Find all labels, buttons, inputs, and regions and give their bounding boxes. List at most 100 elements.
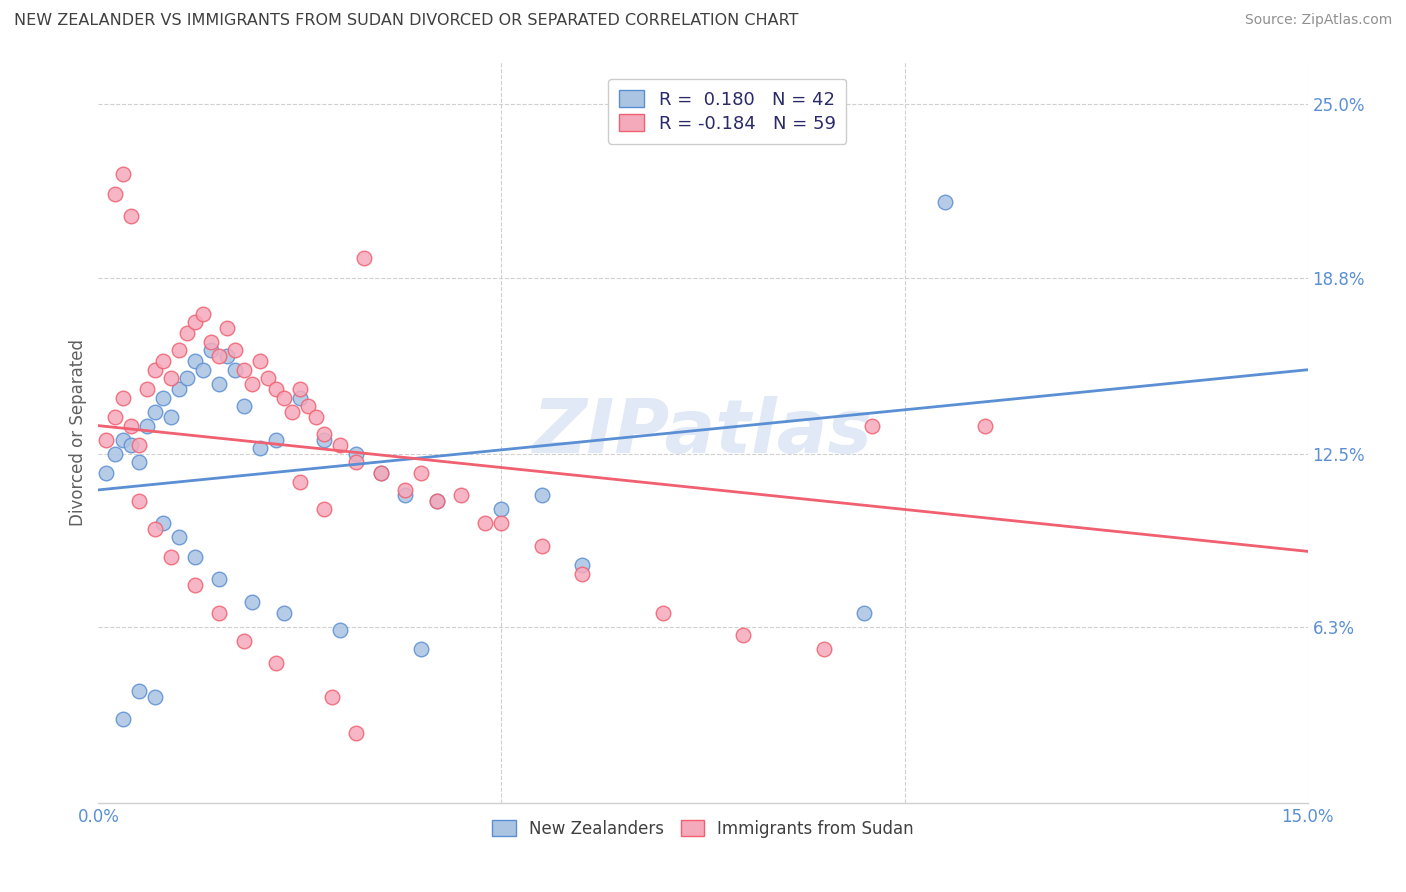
Point [305, 410, 328, 425]
Point [426, 494, 449, 508]
Point [193, 363, 215, 377]
Point [450, 488, 472, 502]
Point [120, 209, 142, 223]
Point [314, 502, 336, 516]
Point [353, 251, 375, 265]
Point [224, 363, 246, 377]
Y-axis label: Divorced or Separated: Divorced or Separated [69, 339, 87, 526]
Point [409, 466, 432, 480]
Point [733, 628, 755, 642]
Point [344, 455, 367, 469]
Point [167, 343, 190, 358]
Point [249, 354, 271, 368]
Point [184, 354, 207, 368]
Text: ZIPatlas: ZIPatlas [533, 396, 873, 469]
Text: Source: ZipAtlas.com: Source: ZipAtlas.com [1244, 13, 1392, 28]
Point [128, 684, 150, 698]
Point [240, 594, 263, 608]
Point [160, 549, 183, 564]
Point [370, 466, 392, 480]
Point [426, 494, 449, 508]
Point [281, 405, 304, 419]
Point [120, 438, 142, 452]
Point [103, 410, 125, 425]
Point [111, 167, 134, 181]
Point [273, 391, 295, 405]
Point [184, 315, 207, 329]
Point [128, 494, 150, 508]
Point [491, 502, 513, 516]
Point [143, 522, 166, 536]
Point [184, 549, 207, 564]
Point [208, 376, 231, 391]
Point [853, 606, 876, 620]
Point [200, 343, 222, 358]
Point [370, 466, 392, 480]
Point [152, 516, 174, 531]
Point [176, 371, 198, 385]
Point [409, 642, 432, 657]
Point [111, 433, 134, 447]
Point [860, 418, 883, 433]
Point [264, 433, 287, 447]
Point [813, 642, 835, 657]
Point [135, 418, 157, 433]
Point [208, 572, 231, 586]
Point [651, 606, 673, 620]
Point [103, 186, 125, 201]
Point [474, 516, 496, 531]
Point [273, 606, 295, 620]
Point [344, 726, 367, 740]
Point [160, 371, 183, 385]
Point [394, 488, 416, 502]
Point [491, 516, 513, 531]
Point [167, 530, 190, 544]
Point [200, 334, 222, 349]
Point [120, 418, 142, 433]
Point [128, 455, 150, 469]
Point [224, 343, 246, 358]
Legend: New Zealanders, Immigrants from Sudan: New Zealanders, Immigrants from Sudan [484, 812, 922, 847]
Point [143, 690, 166, 704]
Point [217, 321, 239, 335]
Point [96, 433, 118, 447]
Text: NEW ZEALANDER VS IMMIGRANTS FROM SUDAN DIVORCED OR SEPARATED CORRELATION CHART: NEW ZEALANDER VS IMMIGRANTS FROM SUDAN D… [14, 13, 799, 29]
Point [111, 391, 134, 405]
Point [135, 382, 157, 396]
Point [264, 656, 287, 670]
Point [329, 438, 352, 452]
Point [264, 382, 287, 396]
Point [208, 606, 231, 620]
Point [530, 539, 553, 553]
Point [934, 195, 956, 210]
Point [530, 488, 553, 502]
Point [217, 349, 239, 363]
Point [249, 441, 271, 455]
Point [288, 382, 311, 396]
Point [176, 326, 198, 341]
Point [297, 399, 319, 413]
Point [232, 399, 254, 413]
Point [143, 405, 166, 419]
Point [152, 354, 174, 368]
Point [160, 410, 183, 425]
Point [143, 363, 166, 377]
Point [394, 483, 416, 497]
Point [344, 446, 367, 460]
Point [193, 307, 215, 321]
Point [571, 566, 593, 581]
Point [232, 633, 254, 648]
Point [103, 446, 125, 460]
Point [329, 623, 352, 637]
Point [571, 558, 593, 573]
Point [232, 363, 254, 377]
Point [96, 466, 118, 480]
Point [240, 376, 263, 391]
Point [184, 578, 207, 592]
Point [321, 690, 343, 704]
Point [111, 712, 134, 726]
Point [128, 438, 150, 452]
Point [208, 349, 231, 363]
Point [167, 382, 190, 396]
Point [974, 418, 997, 433]
